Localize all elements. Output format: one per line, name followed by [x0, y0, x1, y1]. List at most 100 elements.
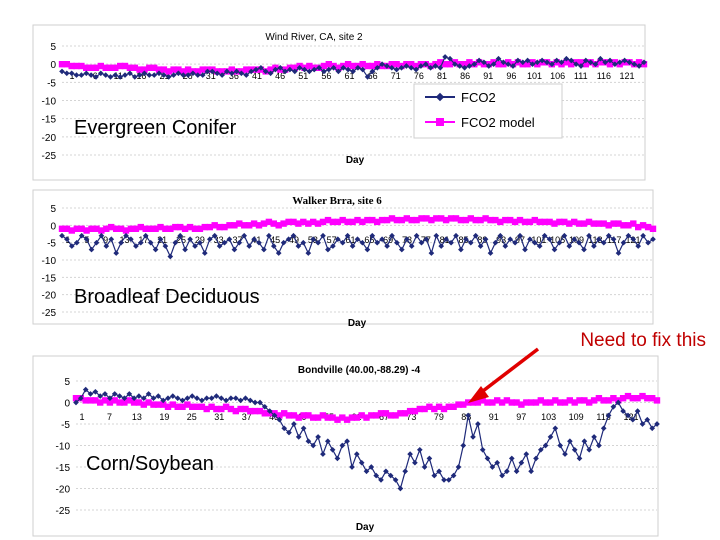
- data-point: [369, 216, 376, 224]
- data-point: [160, 72, 167, 78]
- data-point: [426, 455, 433, 462]
- chart-walker-branch: Walker Brra, site 6 50-5-10-15-20-25 159…: [32, 189, 657, 329]
- legend-box: [413, 83, 563, 139]
- x-tick-label: 97: [516, 412, 526, 422]
- data-point: [461, 61, 468, 68]
- data-point: [537, 446, 544, 453]
- data-point: [443, 236, 449, 243]
- data-point: [199, 66, 206, 73]
- data-point: [277, 64, 284, 71]
- data-point: [457, 216, 465, 224]
- data-point: [87, 64, 95, 71]
- data-point: [271, 412, 278, 419]
- y-tick-label: 0: [50, 221, 56, 232]
- data-point: [226, 222, 233, 229]
- data-point: [621, 57, 628, 64]
- data-point: [353, 414, 360, 421]
- data-point: [281, 410, 288, 417]
- data-point: [349, 62, 357, 70]
- data-point: [106, 399, 114, 406]
- data-point: [68, 70, 75, 77]
- data-point: [513, 399, 520, 406]
- y-tick-label: 5: [50, 204, 56, 215]
- chart-title: Bondville (40.00,-88.29) -4: [298, 365, 421, 376]
- data-point: [552, 425, 559, 432]
- data-point: [458, 246, 464, 253]
- data-point: [582, 57, 589, 64]
- data-point: [619, 395, 627, 402]
- x-tick-label: 115: [596, 412, 610, 422]
- data-point: [261, 410, 268, 417]
- data-point: [291, 68, 298, 75]
- x-tick-label: 76: [414, 71, 424, 81]
- data-point: [634, 395, 641, 402]
- data-point: [369, 68, 376, 75]
- data-point: [131, 395, 137, 402]
- data-point: [575, 220, 583, 227]
- data-point: [397, 485, 404, 492]
- data-point: [123, 232, 129, 239]
- data-point: [88, 246, 95, 253]
- data-point: [463, 236, 469, 243]
- data-point: [413, 66, 419, 73]
- data-point: [561, 399, 569, 406]
- data-point: [93, 239, 100, 246]
- data-point: [324, 438, 331, 445]
- data-point: [442, 216, 450, 224]
- data-point: [562, 451, 568, 457]
- x-tick-label: 97: [515, 235, 525, 245]
- data-point: [201, 250, 208, 256]
- data-point: [393, 216, 401, 224]
- data-point: [398, 64, 405, 71]
- data-point: [596, 442, 602, 449]
- data-point: [355, 64, 361, 71]
- data-point: [339, 216, 346, 224]
- data-point: [576, 239, 582, 246]
- data-point: [435, 403, 443, 410]
- data-point: [282, 68, 288, 75]
- data-point: [275, 250, 282, 256]
- data-point: [108, 236, 115, 243]
- data-point: [516, 216, 524, 224]
- data-point: [374, 218, 381, 226]
- y-tick-label: -15: [42, 273, 57, 284]
- annotation-text: Need to fix this: [580, 330, 706, 351]
- data-point: [349, 464, 355, 470]
- data-point: [563, 55, 570, 62]
- data-point: [319, 412, 327, 419]
- data-point: [369, 62, 376, 70]
- data-point: [226, 236, 233, 243]
- data-point: [373, 412, 380, 419]
- data-point: [280, 220, 287, 227]
- data-point: [256, 239, 262, 246]
- data-point: [330, 64, 337, 71]
- data-point: [466, 59, 473, 66]
- data-point: [358, 459, 365, 466]
- data-point: [600, 397, 607, 404]
- data-point: [209, 68, 216, 75]
- data-point: [228, 66, 235, 73]
- data-point: [177, 223, 184, 231]
- data-point: [489, 464, 496, 470]
- arrow-shaft: [477, 347, 540, 396]
- data-point: [189, 403, 196, 410]
- x-axis-label: Day: [348, 318, 367, 329]
- data-point: [172, 239, 179, 246]
- data-point: [213, 393, 220, 399]
- data-point: [448, 239, 454, 246]
- data-point: [290, 218, 297, 226]
- data-point: [428, 250, 435, 256]
- data-point: [388, 64, 395, 71]
- data-point: [310, 218, 317, 226]
- data-point: [63, 70, 70, 77]
- data-point: [344, 438, 350, 445]
- data-point: [193, 403, 201, 410]
- x-tick-label: 31: [206, 71, 216, 81]
- x-tick-label: 19: [159, 412, 169, 422]
- data-point: [111, 397, 118, 404]
- data-point: [510, 63, 516, 69]
- data-point: [156, 70, 162, 77]
- data-point: [615, 250, 622, 256]
- data-point: [431, 472, 438, 479]
- data-point: [243, 66, 250, 73]
